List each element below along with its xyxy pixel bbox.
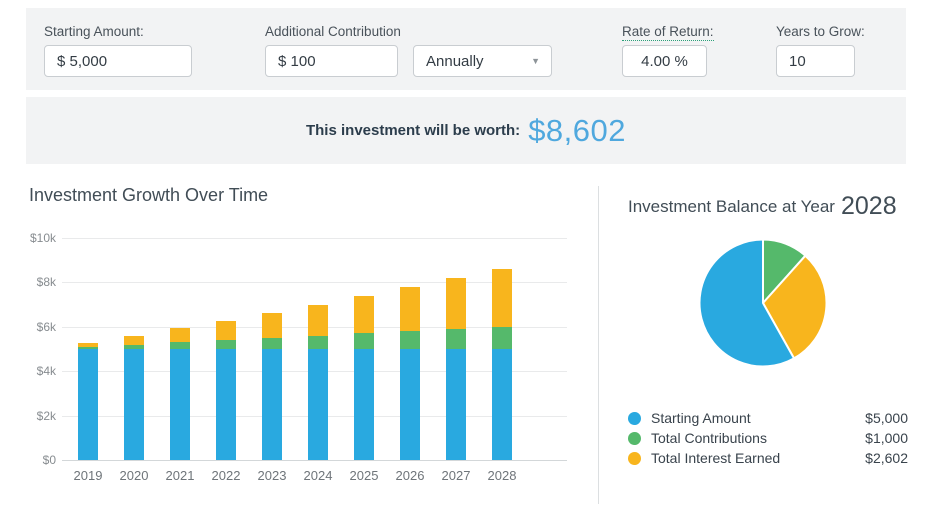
bar-2023 (262, 313, 282, 460)
bar-segment-total-interest-earned (492, 269, 512, 327)
pie-slice-total-interest-earned (762, 254, 828, 360)
legend-value: $5,000 (865, 410, 908, 426)
bar-segment-starting-amount (78, 349, 98, 460)
bar-segment-total-contributions (262, 338, 282, 349)
x-tick-label: 2022 (211, 468, 241, 483)
legend-label: Starting Amount (651, 410, 751, 426)
balance-chart-panel: Investment Balance at Year 2028 Starting … (600, 180, 930, 513)
gridline (62, 238, 567, 239)
bar-2026 (400, 287, 420, 460)
legend-value: $1,000 (865, 430, 908, 446)
bar-segment-total-interest-earned (124, 336, 144, 345)
bar-segment-total-interest-earned (400, 287, 420, 331)
y-tick-label: $6k (36, 320, 56, 334)
y-tick-label: $2k (36, 409, 56, 423)
x-tick-label: 2025 (349, 468, 379, 483)
bar-2019 (78, 343, 98, 460)
bar-segment-starting-amount (400, 349, 420, 460)
bar-segment-starting-amount (308, 349, 328, 460)
x-tick-label: 2021 (165, 468, 195, 483)
x-tick-label: 2023 (257, 468, 287, 483)
panel-divider (598, 186, 599, 504)
bar-segment-total-contributions (124, 345, 144, 349)
frequency-selected-value: Annually (426, 52, 484, 70)
years-to-grow-label: Years to Grow: (776, 24, 865, 39)
bar-2022 (216, 321, 236, 460)
x-tick-label: 2027 (441, 468, 471, 483)
growth-chart-panel: Investment Growth Over Time $0 $2k $4k $6k $… (0, 180, 598, 513)
bar-segment-starting-amount (216, 349, 236, 460)
x-tick-label: 2028 (487, 468, 517, 483)
bar-segment-starting-amount (354, 349, 374, 460)
result-label: This investment will be worth: (305, 122, 521, 139)
bar-segment-starting-amount (262, 349, 282, 460)
additional-contribution-label: Additional Contribution (265, 24, 401, 39)
additional-contribution-input[interactable] (265, 45, 398, 77)
legend-dot-icon (628, 451, 641, 465)
bar-2028 (492, 269, 512, 460)
bar-2020 (124, 336, 144, 460)
bar-segment-total-interest-earned (354, 296, 374, 333)
pie-legend: Starting Amount $5,000 Total Contributions… (628, 408, 908, 468)
balance-pie-chart (698, 238, 828, 368)
rate-of-return-input[interactable] (622, 45, 707, 77)
bar-segment-total-interest-earned (216, 321, 236, 340)
x-tick-label: 2020 (119, 468, 149, 483)
bar-2021 (170, 328, 190, 460)
y-tick-label: $8k (36, 275, 56, 289)
bar-segment-starting-amount (446, 349, 466, 460)
gridline (62, 282, 567, 283)
bar-segment-total-contributions (492, 327, 512, 349)
legend-item: Starting Amount $5,000 (628, 408, 908, 428)
growth-bar-chart: $0 $2k $4k $6k $8k $10k 2019 2020 2021 2022 2023 20… (28, 228, 588, 490)
balance-chart-title: Investment Balance at Year 2028 (628, 192, 897, 221)
y-tick-label: $4k (36, 364, 56, 378)
bar-segment-total-interest-earned (446, 278, 466, 329)
y-tick-label: $0 (42, 453, 56, 467)
bar-segment-total-interest-earned (170, 328, 190, 342)
bar-segment-total-contributions (308, 336, 328, 349)
frequency-select[interactable]: Annually ▼ (413, 45, 552, 77)
gridline (62, 460, 567, 461)
x-tick-label: 2019 (73, 468, 103, 483)
legend-value: $2,602 (865, 450, 908, 466)
bar-segment-starting-amount (492, 349, 512, 460)
balance-title-year: 2028 (840, 192, 897, 220)
bar-segment-total-contributions (216, 340, 236, 349)
legend-label: Total Interest Earned (651, 450, 781, 466)
x-tick-label: 2026 (395, 468, 425, 483)
result-value: $8,602 (528, 112, 627, 148)
bar-segment-starting-amount (170, 349, 190, 460)
bar-segment-total-contributions (354, 333, 374, 349)
bar-segment-total-contributions (170, 342, 190, 349)
bar-2024 (308, 305, 328, 460)
bar-segment-total-interest-earned (308, 305, 328, 336)
growth-chart-title: Investment Growth Over Time (29, 185, 269, 205)
legend-item: Total Contributions $1,000 (628, 428, 908, 448)
x-tick-label: 2024 (303, 468, 333, 483)
legend-dot-icon (628, 431, 641, 445)
rate-of-return-label[interactable]: Rate of Return: (622, 24, 714, 41)
legend-item: Total Interest Earned $2,602 (628, 448, 908, 468)
bar-segment-total-contributions (78, 347, 98, 349)
bar-segment-starting-amount (124, 349, 144, 460)
legend-label: Total Contributions (651, 430, 767, 446)
bar-segment-total-contributions (400, 331, 420, 349)
y-tick-label: $10k (29, 231, 56, 245)
years-to-grow-input[interactable] (776, 45, 855, 77)
legend-dot-icon (628, 411, 641, 425)
bar-segment-total-interest-earned (262, 313, 282, 338)
calculator-form: Starting Amount: Additional Contribution… (26, 8, 906, 90)
bar-2025 (354, 296, 374, 460)
chevron-down-icon: ▼ (531, 56, 540, 66)
starting-amount-label: Starting Amount: (44, 24, 144, 39)
result-banner: This investment will be worth: $8,602 (26, 97, 906, 164)
bar-segment-total-interest-earned (78, 343, 98, 347)
balance-title-prefix: Investment Balance at Year (628, 197, 835, 216)
bar-segment-total-contributions (446, 329, 466, 349)
bar-2027 (446, 278, 466, 460)
pie-slice-starting-amount (698, 238, 796, 368)
starting-amount-input[interactable] (44, 45, 192, 77)
